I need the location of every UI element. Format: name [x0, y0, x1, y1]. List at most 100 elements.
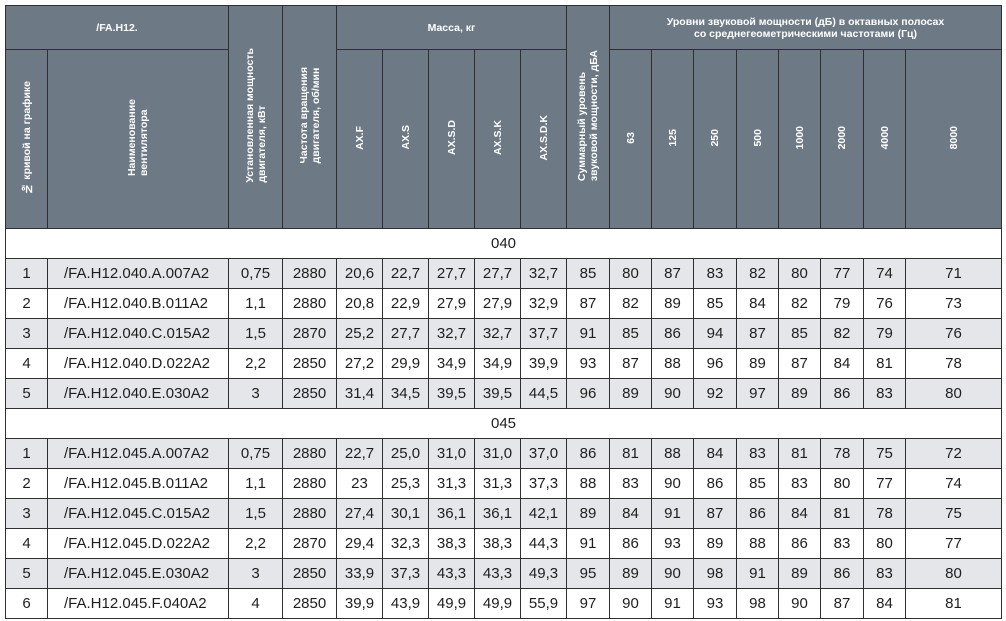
- table-cell: 72: [905, 438, 1002, 469]
- table-cell: 85: [778, 318, 821, 349]
- table-cell: 83: [863, 558, 906, 589]
- table-cell: 87: [609, 348, 652, 379]
- table-cell: 84: [863, 588, 906, 619]
- table-cell: 30,1: [382, 498, 429, 529]
- table-cell: 39,9: [520, 348, 567, 379]
- table-cell: 87: [778, 348, 821, 379]
- table-row: 5/FA.H12.040.E.030A2 3 2850 31,4 34,5 39,5 39,…: [5, 378, 1002, 409]
- group-row: 040: [5, 228, 1002, 259]
- table-cell: 86: [693, 468, 737, 499]
- table-cell: 3: [228, 558, 283, 589]
- table-cell: 27,4: [336, 498, 383, 529]
- table-cell: 49,9: [428, 588, 475, 619]
- table-cell: /FA.H12.045.A.007A2: [47, 438, 229, 469]
- table-cell: 2880: [282, 438, 337, 469]
- table-cell: 74: [863, 258, 906, 289]
- table-cell: 27,2: [336, 348, 383, 379]
- table-cell: 92: [693, 378, 737, 409]
- series-header: /FA.H12.: [5, 5, 229, 50]
- table-cell: 29,4: [336, 528, 383, 559]
- table-cell: 34,9: [474, 348, 521, 379]
- table-cell: 90: [609, 588, 652, 619]
- speed-header: Частота вращения двигателя, об/мин: [282, 5, 337, 229]
- table-cell: 44,3: [520, 528, 567, 559]
- table-cell: 79: [820, 288, 864, 319]
- table-cell: 97: [736, 378, 779, 409]
- mass-col-header: AX.S.D: [428, 49, 475, 229]
- table-cell: 86: [820, 378, 864, 409]
- table-cell: 85: [693, 288, 737, 319]
- table-cell: /FA.H12.040.E.030A2: [47, 378, 229, 409]
- table-cell: 86: [651, 318, 694, 349]
- table-cell: 83: [863, 378, 906, 409]
- table-cell: 93: [566, 348, 610, 379]
- table-cell: 84: [609, 498, 652, 529]
- table-cell: 80: [609, 258, 652, 289]
- freq-col-header: 125: [651, 49, 694, 229]
- table-cell: 82: [820, 318, 864, 349]
- table-cell: 2,2: [228, 348, 283, 379]
- table-cell: 88: [651, 438, 694, 469]
- table-cell: 91: [566, 318, 610, 349]
- table-cell: 27,7: [428, 258, 475, 289]
- table-cell: 80: [778, 258, 821, 289]
- table-cell: 2880: [282, 468, 337, 499]
- table-cell: 76: [905, 318, 1002, 349]
- table-cell: 91: [566, 528, 610, 559]
- table-cell: 2850: [282, 558, 337, 589]
- table-cell: 89: [566, 498, 610, 529]
- table-cell: 83: [736, 438, 779, 469]
- table-cell: 89: [609, 378, 652, 409]
- table-cell: 83: [778, 468, 821, 499]
- table-cell: /FA.H12.040.C.015A2: [47, 318, 229, 349]
- table-cell: 37,0: [520, 438, 567, 469]
- table-cell: 1: [5, 258, 48, 289]
- table-cell: 93: [693, 588, 737, 619]
- table-cell: 88: [651, 348, 694, 379]
- table-cell: 87: [736, 318, 779, 349]
- table-cell: /FA.H12.045.D.022A2: [47, 528, 229, 559]
- table-cell: 34,5: [382, 378, 429, 409]
- table-cell: 31,3: [428, 468, 475, 499]
- table-cell: 43,9: [382, 588, 429, 619]
- table-cell: /FA.H12.040.A.007A2: [47, 258, 229, 289]
- table-cell: 38,3: [428, 528, 475, 559]
- table-cell: 89: [778, 558, 821, 589]
- table-cell: 81: [905, 588, 1002, 619]
- table-cell: 23: [336, 468, 383, 499]
- table-header: /FA.H12. Установленная мощность двигателя…: [5, 5, 1002, 229]
- sound-group-header: Уровни звуковой мощности (дБ) в октавных…: [609, 5, 1002, 50]
- table-cell: 44,5: [520, 378, 567, 409]
- table-cell: 5: [5, 378, 48, 409]
- table-cell: 32,7: [474, 318, 521, 349]
- table-cell: 2870: [282, 528, 337, 559]
- table-cell: 1,5: [228, 318, 283, 349]
- table-row: 1/FA.H12.045.A.007A2 0,75 2880 22,7 25,0 31,0…: [5, 438, 1002, 469]
- table-cell: 75: [863, 438, 906, 469]
- freq-col-header: 2000: [820, 49, 864, 229]
- table-cell: 80: [905, 558, 1002, 589]
- table-cell: 5: [5, 558, 48, 589]
- table-cell: 49,3: [520, 558, 567, 589]
- table-cell: 71: [905, 258, 1002, 289]
- table-cell: 84: [778, 498, 821, 529]
- mass-col-header: AX.S: [382, 49, 429, 229]
- group-row: 045: [5, 408, 1002, 439]
- table-cell: 31,0: [474, 438, 521, 469]
- table-cell: 81: [609, 438, 652, 469]
- table-cell: 86: [736, 498, 779, 529]
- table-cell: 89: [778, 378, 821, 409]
- table-cell: 86: [609, 528, 652, 559]
- table-body: 040 1/FA.H12.040.A.007A2 0,75 2880 20,6 22,7 2…: [5, 228, 1002, 619]
- table-cell: 81: [863, 348, 906, 379]
- table-cell: 1,1: [228, 468, 283, 499]
- table-cell: 0,75: [228, 438, 283, 469]
- table-cell: 76: [863, 288, 906, 319]
- table-cell: 31,4: [336, 378, 383, 409]
- table-cell: 31,0: [428, 438, 475, 469]
- table-cell: 39,5: [474, 378, 521, 409]
- table-cell: 93: [651, 528, 694, 559]
- table-cell: 83: [609, 468, 652, 499]
- mass-col-header: AX.F: [336, 49, 383, 229]
- table-cell: /FA.H12.045.F.040A2: [47, 588, 229, 619]
